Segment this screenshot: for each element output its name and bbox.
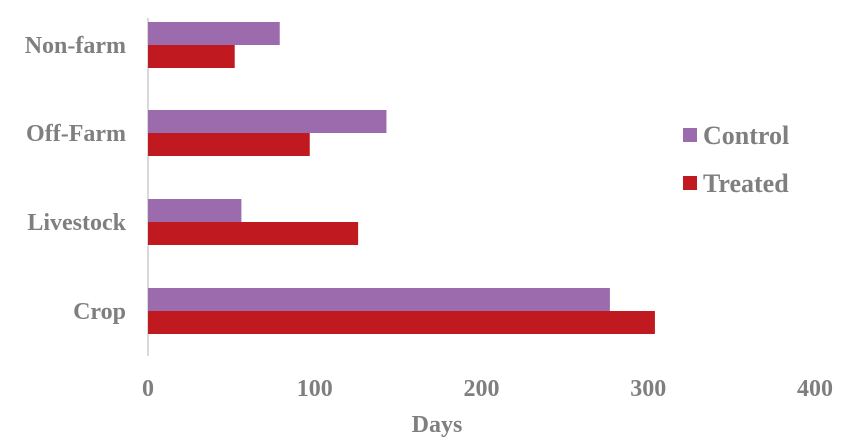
legend-label-control: Control <box>703 121 789 150</box>
bar-treated-crop <box>148 311 655 334</box>
bar-control-crop <box>148 288 610 311</box>
bar-control-livestock <box>148 199 242 222</box>
category-label-livestock: Livestock <box>27 210 126 236</box>
category-label-off-farm: Off-Farm <box>26 121 126 147</box>
category-label-crop: Crop <box>73 299 126 325</box>
x-tick-label-400: 400 <box>797 376 833 402</box>
x-tick-label-0: 0 <box>142 376 154 402</box>
x-tick-label-300: 300 <box>630 376 666 402</box>
category-labels: Crop Livestock Off-Farm Non-farm <box>25 33 127 325</box>
x-axis-title: Days <box>412 412 463 438</box>
legend-label-treated: Treated <box>703 169 789 198</box>
bars-group <box>148 22 655 334</box>
bar-treated-livestock <box>148 222 359 245</box>
legend-swatch-control <box>683 128 697 142</box>
x-tick-label-100: 100 <box>297 376 333 402</box>
x-tick-labels: 0 100 200 300 400 <box>142 376 833 402</box>
bar-control-off-farm <box>148 110 387 133</box>
x-tick-label-200: 200 <box>464 376 500 402</box>
bar-treated-non-farm <box>148 45 235 68</box>
legend-swatch-treated <box>683 176 697 190</box>
bar-treated-off-farm <box>148 133 310 156</box>
bar-control-non-farm <box>148 22 280 45</box>
category-label-non-farm: Non-farm <box>25 33 126 59</box>
legend: Control Treated <box>683 121 789 198</box>
